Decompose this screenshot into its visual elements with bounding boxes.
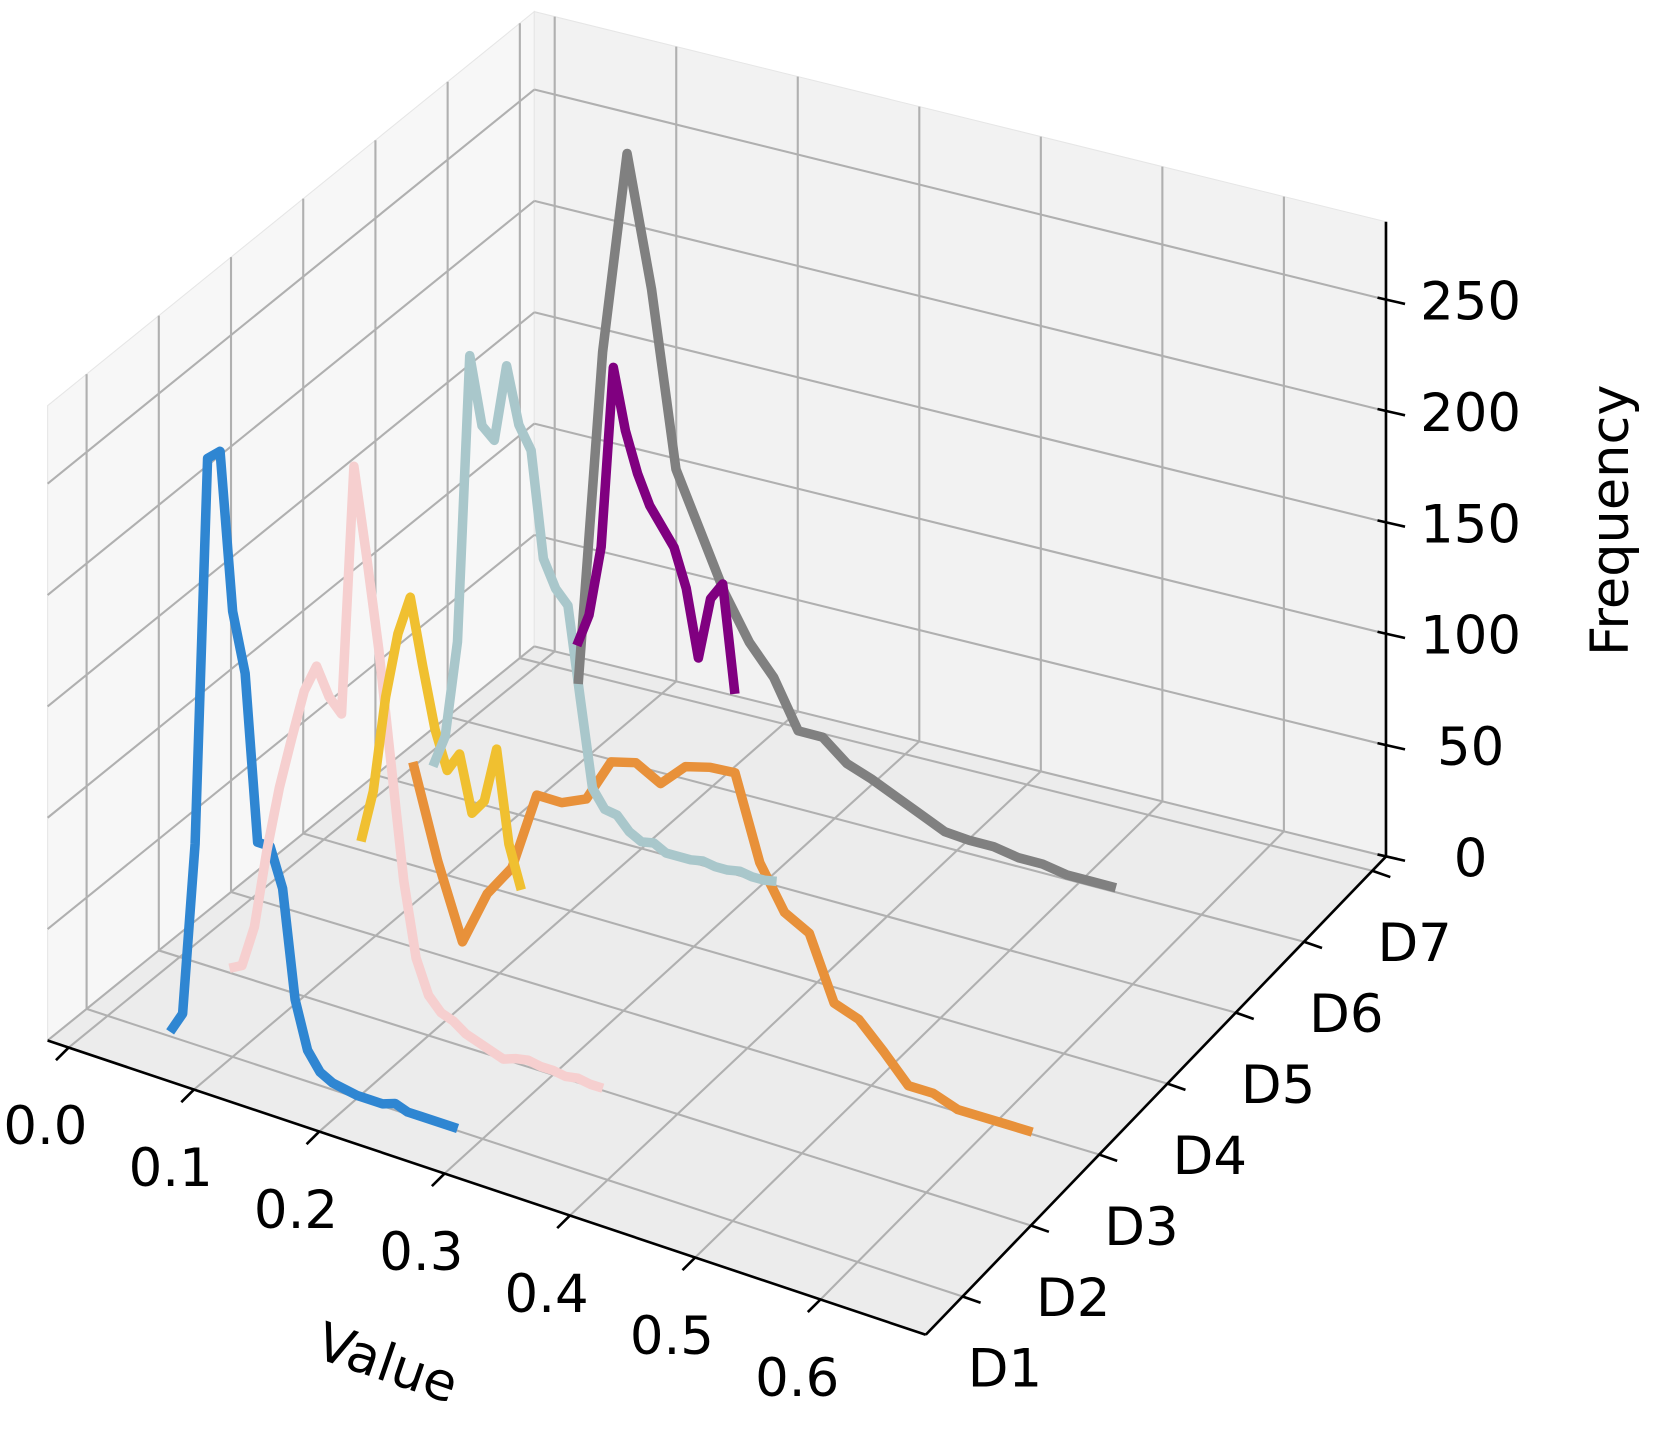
y-tick — [1098, 1153, 1118, 1163]
series-line — [573, 148, 1118, 893]
y-tick-label: D7 — [1377, 913, 1451, 974]
series-line — [428, 350, 778, 887]
x-tick-label: 0.0 — [3, 1096, 87, 1157]
z-tick — [1377, 519, 1406, 528]
grid-line — [534, 199, 1387, 413]
y-tick — [1303, 940, 1323, 950]
grid-line — [46, 422, 535, 819]
x-tick — [806, 1298, 822, 1314]
z-tick — [1377, 630, 1406, 640]
z-axis-label: Frequency — [1580, 385, 1641, 656]
x-tick — [180, 1088, 195, 1104]
series-line — [166, 446, 460, 1133]
z-tick — [1377, 741, 1406, 751]
y-tick — [1030, 1224, 1050, 1234]
z-tick-label: 150 — [1420, 494, 1521, 555]
y-tick — [962, 1295, 982, 1305]
grid-line — [46, 200, 535, 596]
x-axis-label: Value — [308, 1311, 465, 1415]
z-tick-label: 50 — [1437, 717, 1504, 778]
grid-line — [819, 830, 1285, 1301]
x-axis — [47, 1039, 927, 1337]
x-tick — [305, 1130, 321, 1146]
grid-line — [86, 1007, 963, 1298]
y-tick-label: D5 — [1241, 1055, 1315, 1116]
x-tick-label: 0.1 — [129, 1138, 213, 1199]
grid-line — [519, 657, 1373, 872]
x-tick-label: 0.6 — [755, 1348, 839, 1409]
x-tick-label: 0.5 — [630, 1306, 714, 1367]
grid-line — [46, 88, 535, 485]
series — [166, 148, 1118, 1137]
x-tick — [681, 1256, 697, 1272]
series-line — [572, 362, 740, 695]
z-tick-label: 200 — [1420, 383, 1521, 444]
grid-line — [193, 680, 677, 1091]
y-tick — [1371, 869, 1391, 879]
z-tick — [1377, 853, 1406, 863]
x-tick-label: 0.4 — [505, 1264, 589, 1325]
y-axis — [924, 855, 1387, 1336]
grid-line — [46, 311, 535, 708]
series-line — [228, 461, 605, 1093]
y-tick — [1235, 1011, 1255, 1021]
grid-line — [569, 770, 1042, 1217]
grid-line — [67, 650, 556, 1049]
axes: 0.0 0.1 0.2 0.3 0.4 0.5 0.6 D1 D2 D3 D4 D5 D6 D70 50 10… — [3, 221, 1521, 1409]
grid-line — [534, 311, 1387, 524]
plot-area: 0.0 0.1 0.2 0.3 0.4 0.5 0.6 D1 D2 D3 D4 D5 D6 D70 50 10… — [3, 10, 1641, 1416]
y-tick-label: D1 — [968, 1339, 1042, 1400]
x-tick-label: 0.2 — [254, 1180, 338, 1241]
z-tick-label: 100 — [1420, 606, 1521, 667]
x-tick — [556, 1214, 571, 1230]
grid-line — [534, 645, 1387, 858]
grid-line — [443, 740, 921, 1175]
x-tick-label: 0.3 — [379, 1222, 463, 1283]
z-tick — [1377, 407, 1406, 417]
x-tick — [55, 1046, 70, 1062]
grid-line — [375, 773, 1237, 1014]
y-tick-label: D6 — [1309, 984, 1383, 1045]
grid-line — [534, 88, 1387, 301]
z-tick-label: 0 — [1454, 829, 1488, 890]
grid — [46, 16, 1387, 1301]
grid-line — [318, 710, 799, 1133]
grid-line — [302, 832, 1168, 1085]
y-tick-label: D4 — [1173, 1126, 1247, 1187]
y-tick — [1167, 1082, 1186, 1092]
grid-line — [46, 645, 535, 1042]
z-tick-label: 250 — [1420, 272, 1521, 333]
y-tick-label: D2 — [1036, 1268, 1110, 1329]
z-tick — [1377, 296, 1406, 306]
x-tick — [430, 1172, 446, 1188]
y-tick-label: D3 — [1104, 1197, 1178, 1258]
